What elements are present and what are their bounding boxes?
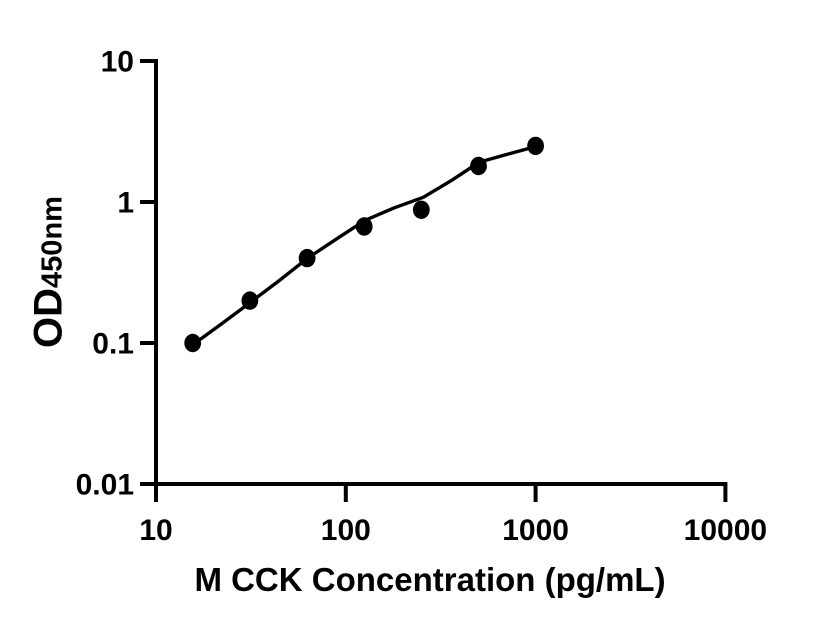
x-axis-title: M CCK Concentration (pg/mL): [194, 561, 665, 599]
data-point: [298, 248, 316, 268]
y-tick-label: 0.01: [76, 469, 134, 502]
data-point: [527, 136, 544, 156]
x-tick-label: 10: [139, 514, 172, 547]
y-axis-title: OD450nm: [27, 196, 72, 348]
y-tick-label: 1: [117, 187, 134, 220]
data-point: [184, 333, 202, 353]
data-point: [355, 217, 373, 236]
trend-line: [191, 144, 540, 347]
data-point: [470, 156, 487, 176]
x-axis-title-text: M CCK Concentration (pg/mL): [194, 561, 666, 598]
x-tick-label: 100: [321, 514, 371, 547]
x-tick-label: 10000: [684, 514, 767, 547]
y-axis-title-main: OD: [26, 287, 71, 348]
x-tick-label: 1000: [502, 514, 569, 547]
y-axis-title-subscript: 450nm: [36, 196, 69, 288]
y-tick-label: 10: [101, 46, 134, 79]
y-tick-label: 0.1: [92, 328, 134, 361]
data-point: [241, 291, 259, 310]
data-point: [412, 200, 430, 219]
